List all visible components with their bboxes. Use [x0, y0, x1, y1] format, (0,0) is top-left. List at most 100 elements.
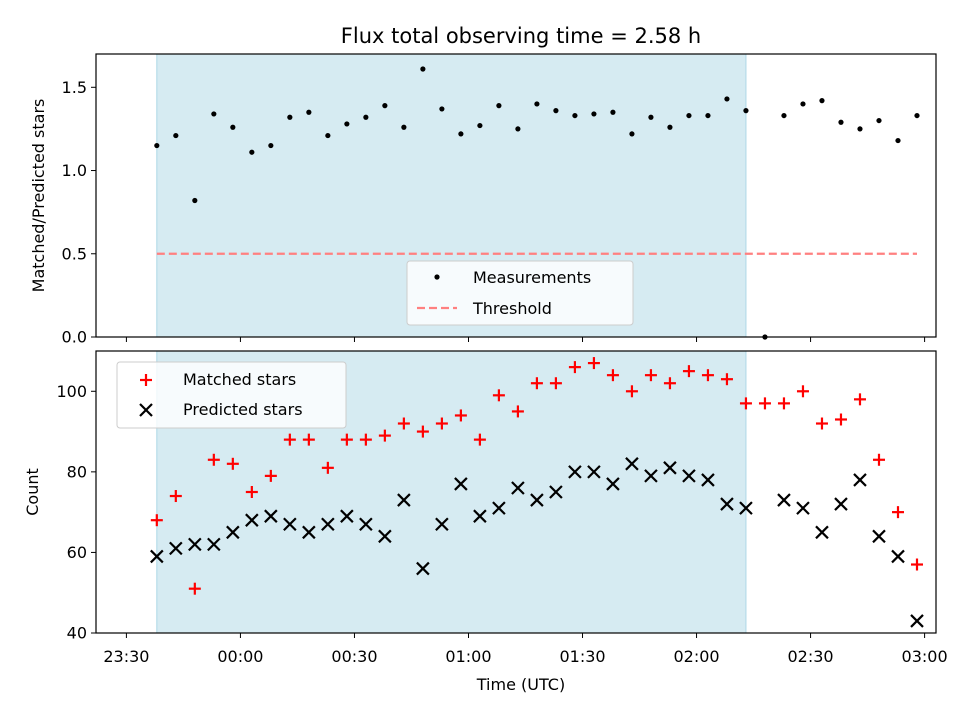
measurement-point [857, 126, 863, 132]
x-tick-label: 03:00 [902, 647, 948, 666]
predicted-star-point [644, 469, 658, 483]
predicted-star-point [188, 537, 202, 552]
predicted-star-point [283, 517, 297, 532]
measurement-point [648, 114, 654, 120]
count-legend-box [116, 361, 347, 429]
y-tick-label: 1.5 [62, 78, 87, 97]
predicted-star-point [245, 513, 259, 527]
predicted-star-point [530, 493, 544, 507]
matched-stars-points [150, 357, 923, 595]
measurement-point [344, 121, 350, 127]
matched-star-point [587, 357, 600, 370]
predicted-star-point [302, 525, 316, 540]
count-axes-frame [95, 350, 937, 634]
matched-star-point [910, 558, 923, 571]
matched-star-point [758, 397, 771, 410]
time-x-axis: 23:30 00:00 00:30 01:00 01:30 02:00 02:30 03:00 [103, 633, 948, 666]
matched-star-point [264, 469, 277, 482]
predicted-star-point [910, 614, 924, 628]
matched-star-point [815, 417, 828, 430]
predicted-star-point [549, 485, 563, 499]
matched-star-point [644, 369, 657, 382]
predicted-star-point [169, 541, 183, 556]
legend-predicted-marker [139, 403, 153, 417]
measurement-point [249, 149, 255, 155]
y-tick-label: 0.5 [62, 244, 87, 263]
measurement-point [287, 114, 293, 120]
x-tick-label: 00:30 [331, 647, 377, 666]
measurement-point [401, 124, 407, 130]
matched-star-point [416, 425, 429, 438]
predicted-stars-points [150, 457, 924, 628]
matched-star-point [834, 413, 847, 426]
measurement-point [876, 117, 882, 124]
matched-star-point [530, 377, 543, 390]
measurement-point [363, 114, 369, 120]
count-y-label: Count [23, 468, 42, 516]
measurement-point [496, 103, 502, 109]
ratio-axes-frame [95, 53, 937, 338]
measurement-points [154, 66, 920, 340]
matched-star-point [169, 490, 182, 503]
matched-star-point [302, 433, 315, 446]
measurement-point [686, 112, 692, 119]
legend-plus [140, 374, 152, 386]
ratio-legend: Measurements Threshold [406, 260, 634, 326]
predicted-star-point [891, 549, 905, 564]
matched-star-point [473, 433, 486, 446]
legend-predicted-label: Predicted stars [183, 400, 303, 419]
x-tick-label: 02:00 [673, 647, 719, 666]
measurement-point [173, 132, 179, 139]
measurement-point [781, 112, 787, 119]
measurement-point [439, 106, 445, 112]
matched-star-point [853, 393, 866, 406]
matched-star-point [188, 582, 201, 595]
ratio-x-ticks [125, 337, 926, 342]
measurement-point [610, 109, 616, 115]
legend-measurements-label: Measurements [473, 268, 591, 287]
matched-star-point [435, 417, 448, 430]
measurement-point [572, 112, 578, 119]
y-tick-label: 0.0 [62, 328, 87, 347]
measurement-point [838, 119, 844, 125]
predicted-star-point [150, 549, 164, 564]
predicted-star-point [473, 509, 487, 523]
matched-star-point [739, 397, 752, 410]
measurement-point [724, 96, 730, 102]
legend-threshold-label: Threshold [472, 299, 552, 318]
measurement-point [534, 101, 540, 107]
predicted-star-point [264, 509, 278, 523]
matched-star-point [340, 433, 353, 446]
predicted-star-point [587, 465, 601, 479]
ratio-panel: 0.0 0.5 1.0 1.5 Matched/Predicted stars Mea… [29, 53, 937, 347]
y-tick-label: 40 [67, 624, 87, 643]
measurement-point [800, 101, 806, 107]
matched-star-point [397, 417, 410, 430]
matched-star-point [283, 433, 296, 446]
legend-matched-marker [140, 374, 152, 386]
predicted-star-point [340, 509, 354, 523]
predicted-star-point [416, 561, 430, 576]
measurement-point [230, 124, 236, 130]
y-tick-label: 80 [67, 462, 87, 481]
matched-star-point [511, 405, 524, 418]
predicted-star-point [682, 469, 696, 483]
measurement-point [591, 111, 597, 117]
matched-star-point [568, 361, 581, 374]
predicted-star-point [378, 529, 392, 544]
ratio-y-label: Matched/Predicted stars [29, 99, 48, 293]
matched-star-point [226, 457, 239, 470]
ratio-legend-box [406, 260, 634, 326]
measurement-point [553, 108, 559, 114]
predicted-star-point [568, 465, 582, 479]
measurement-point [895, 137, 901, 144]
predicted-star-point [207, 537, 221, 552]
y-tick-label: 100 [56, 382, 87, 401]
measurement-point [819, 98, 825, 104]
predicted-star-point [435, 517, 449, 532]
matched-star-point [207, 453, 220, 466]
predicted-star-point [359, 517, 373, 532]
predicted-star-point [226, 525, 240, 540]
y-tick-label: 1.0 [62, 161, 87, 180]
